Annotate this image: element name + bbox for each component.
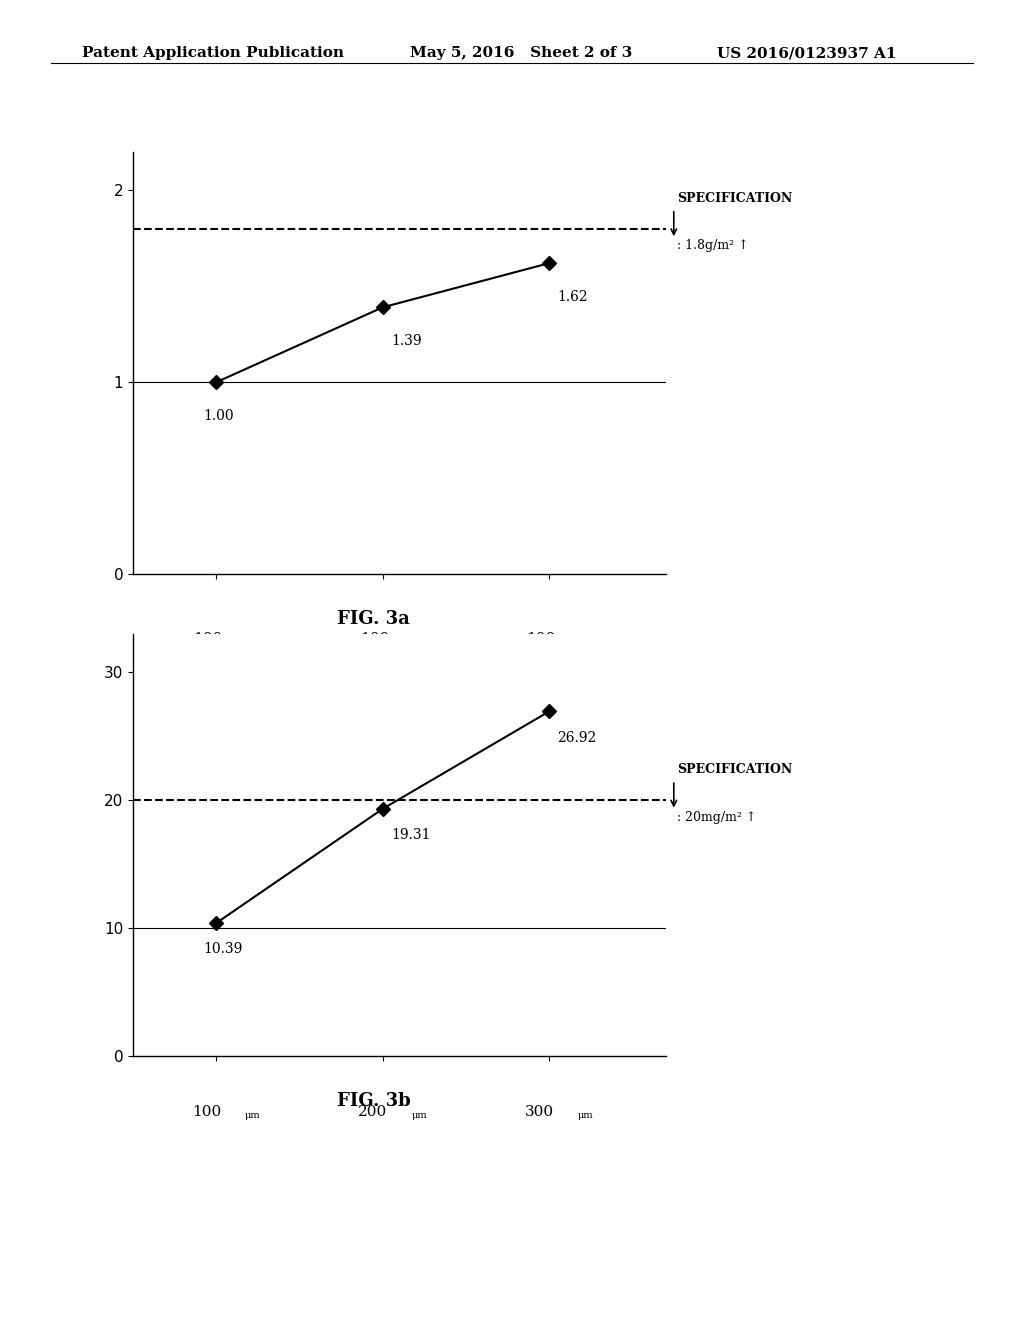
Text: 1.00: 1.00	[203, 409, 233, 424]
Text: 1.39: 1.39	[391, 334, 422, 348]
Text: 300: 300	[524, 1105, 554, 1118]
Text: 100: 100	[194, 632, 222, 645]
Text: 26.92: 26.92	[557, 731, 597, 744]
Text: May 5, 2016   Sheet 2 of 3: May 5, 2016 Sheet 2 of 3	[410, 46, 632, 61]
Text: μm: μm	[571, 639, 587, 648]
Text: : 20mg/m² ↑: : 20mg/m² ↑	[677, 810, 757, 824]
Text: 100: 100	[191, 1105, 221, 1118]
Text: μm: μm	[412, 1111, 427, 1121]
Text: 10.39: 10.39	[203, 942, 243, 956]
Text: 200: 200	[358, 1105, 387, 1118]
Text: 100: 100	[526, 632, 555, 645]
Text: μm: μm	[245, 1111, 261, 1121]
Text: SPECIFICATION: SPECIFICATION	[677, 191, 793, 205]
Text: 1.62: 1.62	[557, 290, 588, 304]
Text: Patent Application Publication: Patent Application Publication	[82, 46, 344, 61]
Text: 19.31: 19.31	[391, 828, 430, 842]
Text: μm: μm	[578, 1111, 594, 1121]
Text: FIG. 3a: FIG. 3a	[337, 610, 411, 628]
Text: SPECIFICATION: SPECIFICATION	[677, 763, 793, 776]
Text: μm: μm	[404, 639, 421, 648]
Text: : 1.8g/m² ↑: : 1.8g/m² ↑	[677, 239, 749, 252]
Text: US 2016/0123937 A1: US 2016/0123937 A1	[717, 46, 896, 61]
Text: 100: 100	[359, 632, 389, 645]
Text: FIG. 3b: FIG. 3b	[337, 1092, 411, 1110]
Text: μm: μm	[239, 639, 254, 648]
